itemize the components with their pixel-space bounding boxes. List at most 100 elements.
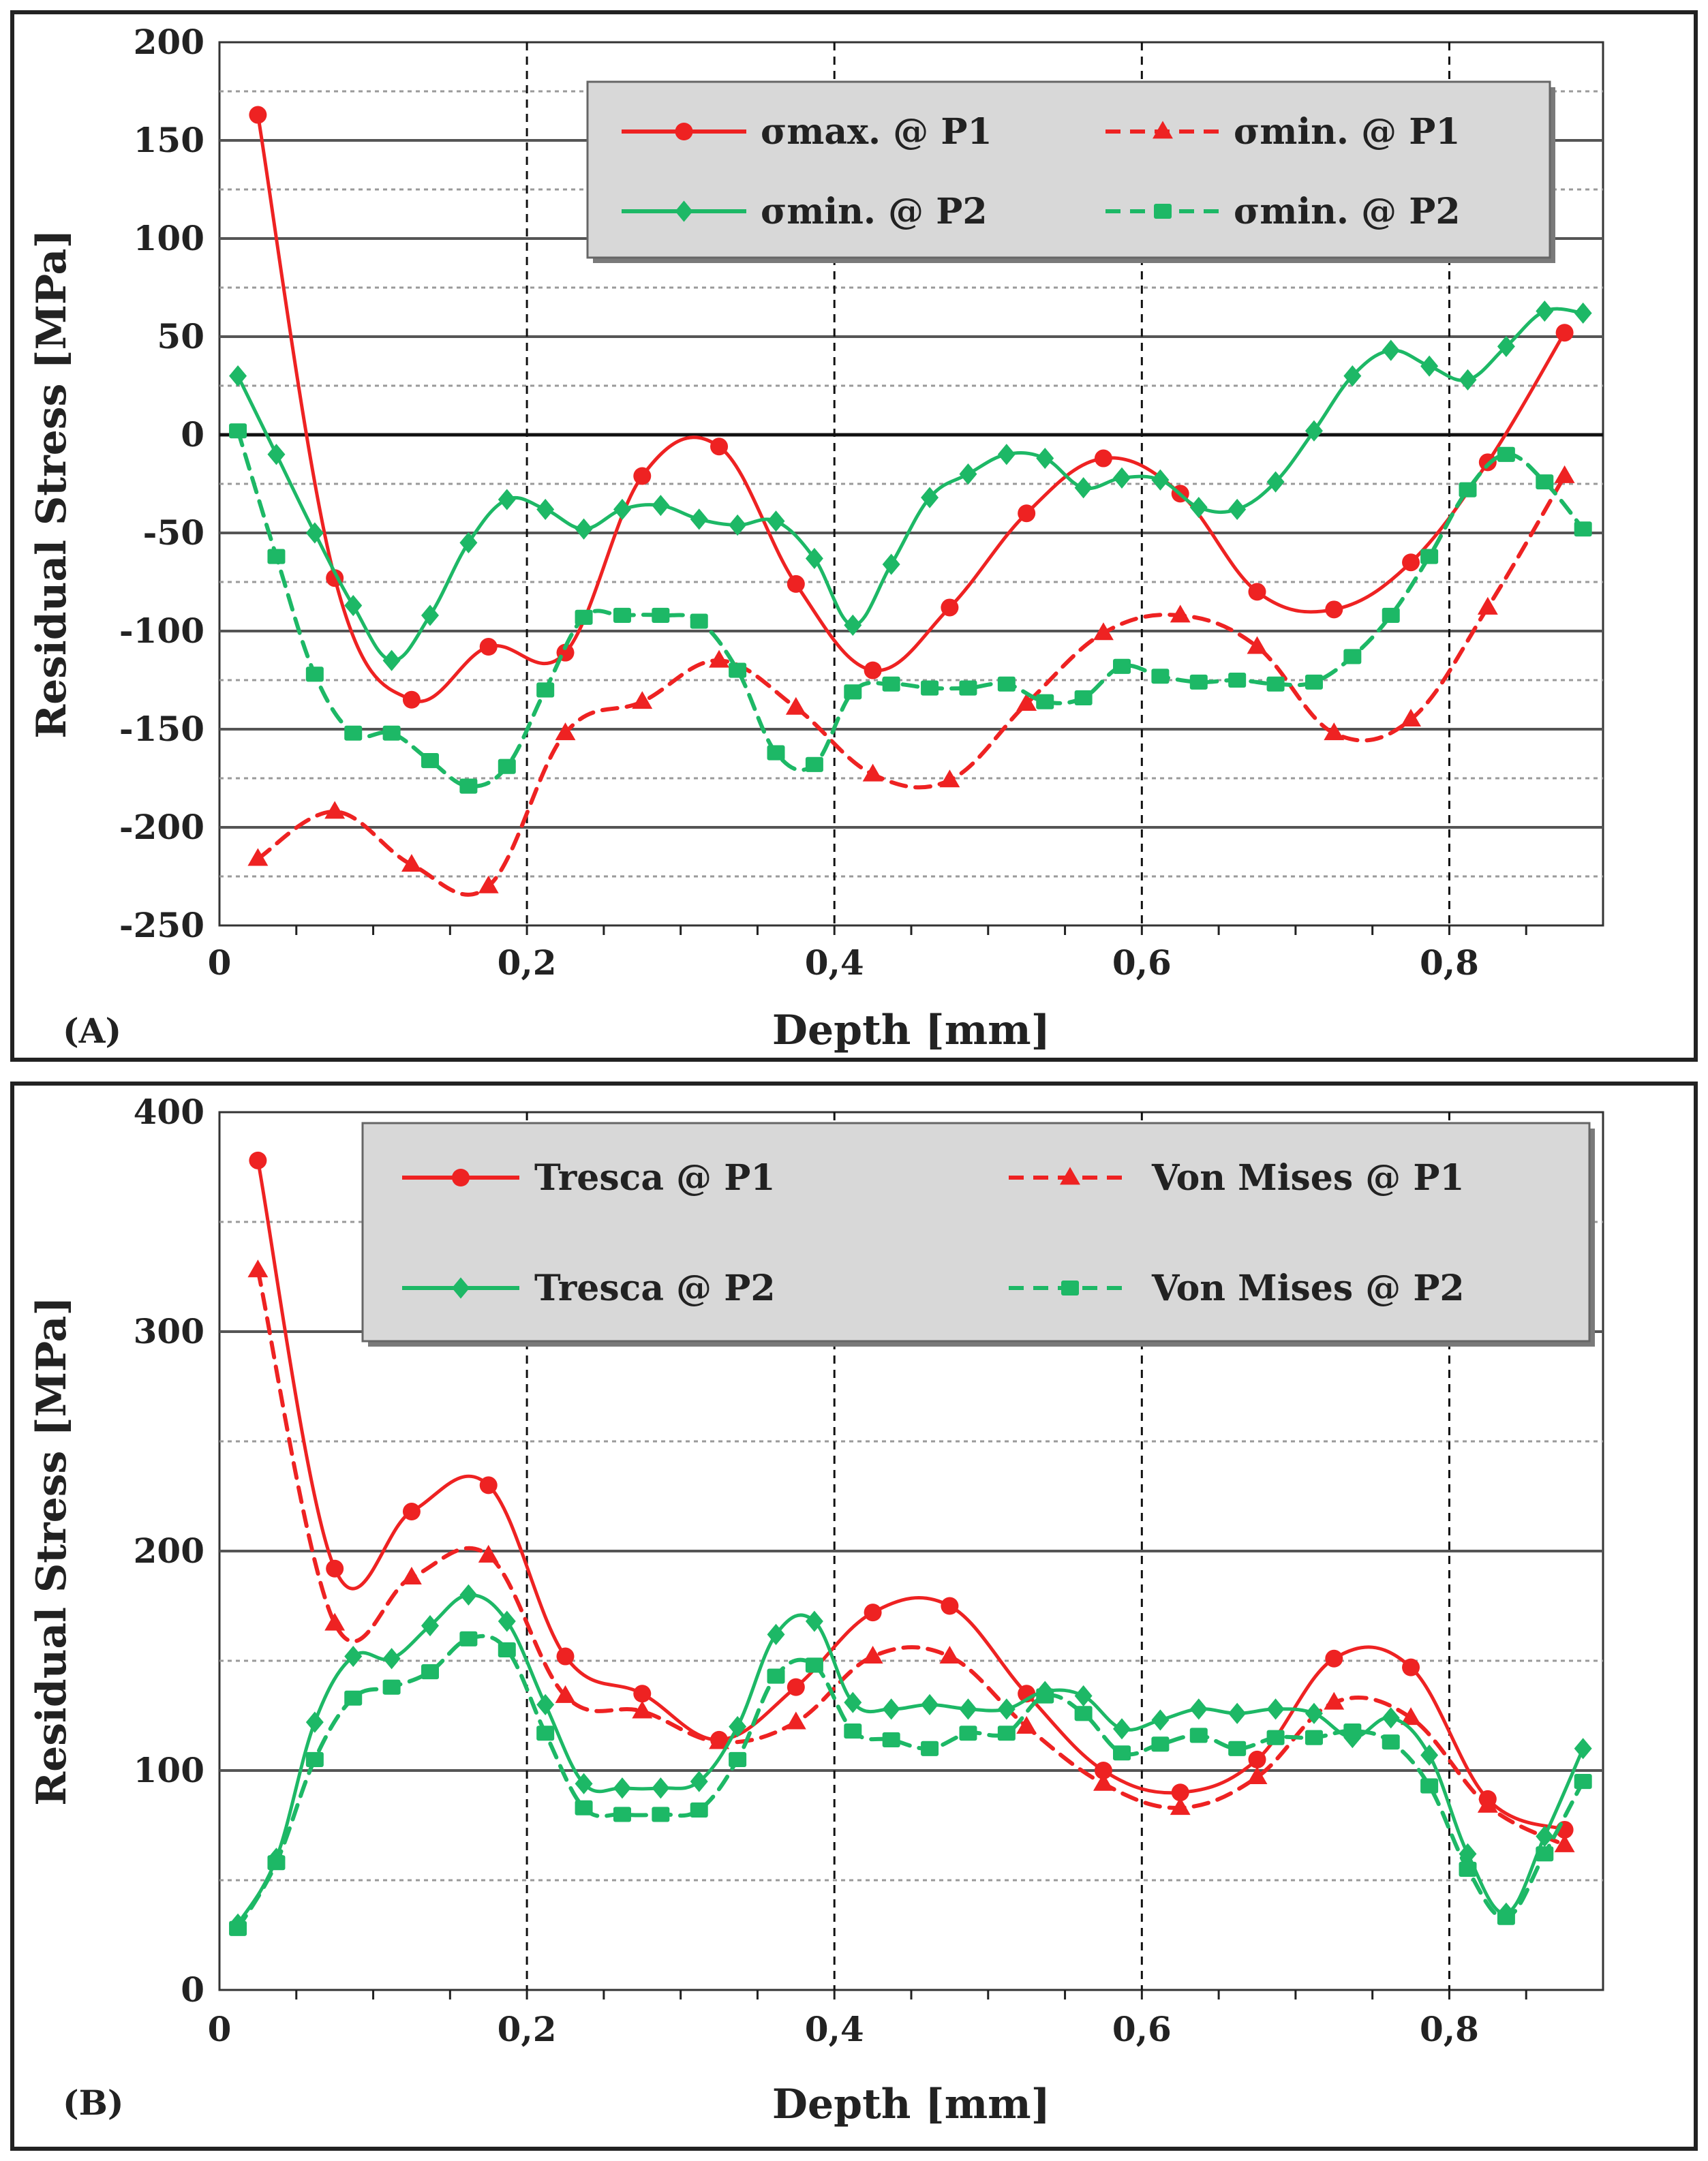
data-point: [1151, 669, 1170, 684]
data-point: [862, 763, 883, 782]
data-point: [1016, 1716, 1037, 1734]
y-tick-label: 200: [134, 22, 204, 62]
legend-marker: [1060, 1167, 1080, 1185]
data-point: [1151, 1709, 1170, 1731]
data-point: [1554, 1834, 1575, 1852]
y-tick-label: 200: [134, 1531, 204, 1571]
data-point: [1325, 600, 1343, 619]
data-point: [555, 722, 576, 741]
data-point: [1036, 694, 1054, 709]
data-point: [939, 769, 960, 788]
data-point: [1189, 1728, 1208, 1743]
data-point: [1574, 521, 1592, 537]
data-point: [479, 638, 498, 656]
data-point: [1170, 1797, 1191, 1815]
data-point: [305, 1751, 324, 1767]
data-point: [1382, 339, 1400, 361]
series-2: [247, 1259, 1575, 1852]
y-tick-label: 50: [157, 316, 204, 356]
data-point: [575, 1800, 593, 1815]
data-point: [1420, 1744, 1439, 1766]
data-point: [864, 661, 882, 679]
legend-entry-label: Tresca @ P1: [534, 1157, 776, 1199]
data-point: [536, 498, 555, 521]
series-2: [247, 465, 1575, 897]
data-point: [1036, 1688, 1054, 1704]
data-point: [402, 690, 421, 709]
data-point: [344, 1690, 363, 1706]
data-point: [556, 1647, 575, 1666]
data-point: [1094, 449, 1112, 468]
data-point: [690, 1802, 708, 1818]
data-point: [1497, 446, 1515, 462]
y-tick-label: 150: [134, 120, 204, 160]
data-point: [575, 518, 593, 540]
data-point: [1093, 1773, 1114, 1791]
x-tick-label: 0,6: [1112, 942, 1172, 983]
data-point: [1497, 1910, 1515, 1925]
series-line: [236, 1634, 1585, 1931]
data-point: [613, 1807, 631, 1822]
data-point: [229, 1920, 247, 1936]
data-point: [229, 365, 247, 387]
data-point: [1382, 1734, 1400, 1750]
series-3: [229, 300, 1592, 671]
legend-entry-label: Von Mises @ P2: [1151, 1268, 1465, 1309]
data-point: [939, 1645, 960, 1664]
data-point: [401, 854, 422, 872]
data-point: [575, 1773, 593, 1794]
data-point: [249, 106, 267, 124]
data-point: [267, 444, 286, 465]
data-point: [787, 1678, 805, 1696]
data-point: [959, 463, 977, 485]
data-point: [690, 1771, 708, 1792]
data-point: [1401, 1707, 1422, 1726]
data-point: [613, 498, 631, 521]
data-point: [1228, 498, 1247, 521]
data-point: [1093, 622, 1114, 641]
y-tick-label: 100: [134, 1750, 204, 1790]
data-point: [1343, 365, 1362, 387]
data-point: [1036, 447, 1054, 470]
panel-label: (B): [63, 2083, 124, 2123]
x-tick-label: 0,8: [1420, 2009, 1479, 2049]
data-point: [1151, 469, 1170, 491]
data-point: [1228, 1741, 1247, 1756]
legend: Tresca @ P1 Von Mises @ P1 Tresca @ P2 Von …: [361, 1122, 1595, 1347]
data-point: [921, 680, 939, 696]
data-point: [690, 613, 708, 629]
data-point: [882, 1732, 900, 1747]
data-point: [652, 607, 670, 624]
data-point: [305, 522, 324, 544]
data-point: [1343, 1723, 1362, 1739]
data-point: [498, 489, 516, 510]
data-point: [1113, 658, 1131, 674]
data-point: [767, 1623, 785, 1645]
data-point: [478, 1544, 499, 1563]
data-point: [690, 508, 708, 530]
data-point: [401, 1567, 422, 1585]
data-point: [1228, 672, 1247, 688]
legend-entry-label: σmin. @ P1: [1234, 111, 1461, 153]
data-point: [344, 594, 363, 617]
data-point: [805, 1657, 823, 1673]
data-point: [613, 607, 631, 624]
data-point: [882, 676, 900, 692]
data-point: [344, 1645, 363, 1668]
data-point: [1247, 636, 1268, 654]
data-point: [844, 1723, 862, 1739]
data-point: [633, 1685, 652, 1703]
data-point: [613, 1777, 631, 1799]
data-point: [767, 510, 785, 532]
data-point: [652, 495, 670, 517]
data-point: [844, 614, 862, 636]
data-point: [1113, 467, 1131, 489]
data-point: [805, 1610, 823, 1632]
data-point: [498, 1642, 516, 1657]
data-point: [1018, 504, 1036, 523]
data-point: [1536, 1826, 1554, 1848]
chart-panel-b: 400 300 200 100 00 0,2 0,4 0,6 0,8 Depth [mm] Resi…: [10, 1082, 1698, 2151]
y-axis-title: Residual Stress [MPa]: [28, 1296, 76, 1806]
data-point: [1074, 1706, 1093, 1721]
